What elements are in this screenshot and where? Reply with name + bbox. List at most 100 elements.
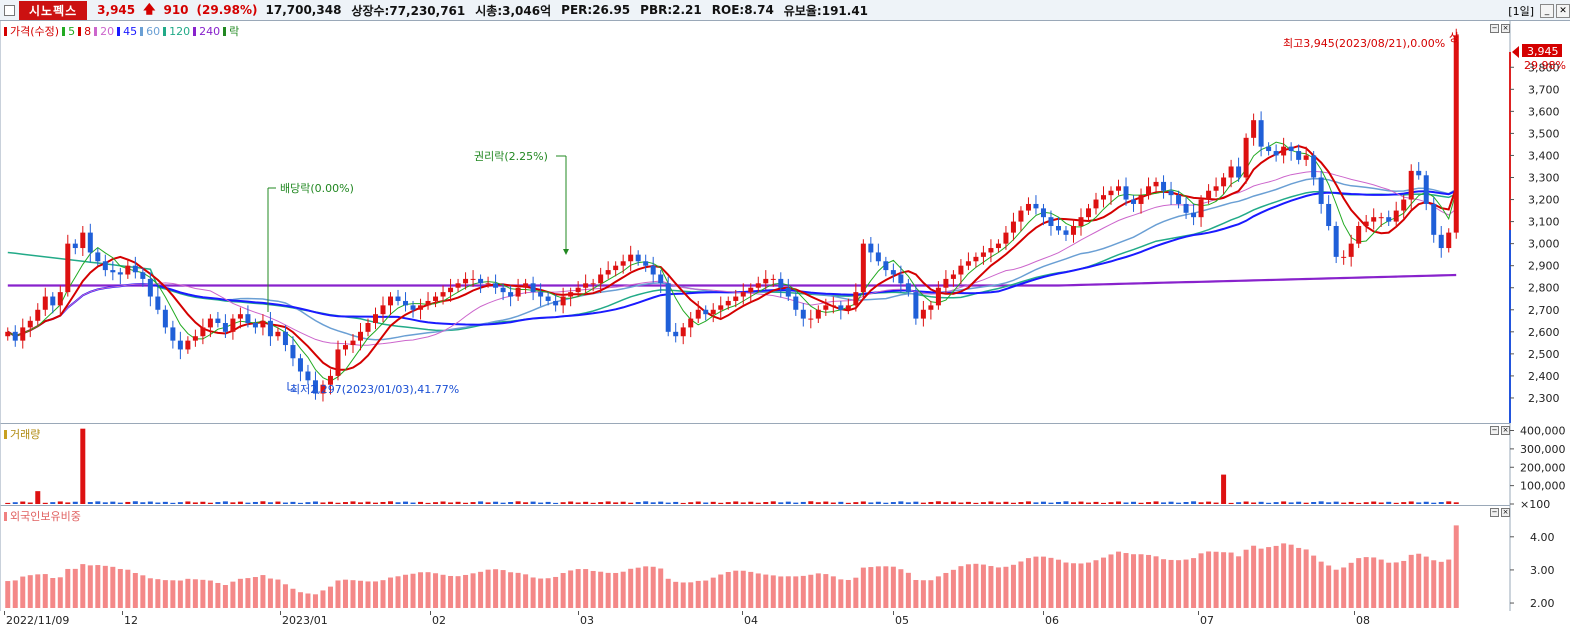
candle-body	[1123, 186, 1129, 200]
foreign-ratio-bar	[1078, 563, 1084, 608]
foreign-ratio-bar	[1018, 561, 1024, 608]
foreign-ratio-bar	[545, 578, 551, 608]
period-selector[interactable]: [1일]	[1508, 5, 1534, 18]
candle-body	[1258, 120, 1264, 147]
foreign-ratio-bar	[1070, 563, 1076, 608]
stock-chart[interactable]: 3,800 3,700 3,600 3,500 3,400 3,300 3,200 3,100…	[0, 0, 1570, 611]
volume-bar	[883, 502, 889, 504]
foreign-ratio-bar	[305, 593, 311, 608]
candle-body	[733, 296, 739, 301]
foreign-ratio-bar	[1386, 562, 1392, 608]
volume-bar	[1318, 501, 1324, 504]
stock-name-badge[interactable]: 시노펙스	[19, 0, 88, 20]
volume-panel[interactable]	[0, 423, 1510, 505]
foreign-ratio-bar	[913, 579, 919, 608]
candle-body	[1266, 146, 1272, 152]
foreign-ratio-bar	[1356, 558, 1362, 608]
candle-body	[1281, 146, 1287, 156]
panel-close-icon[interactable]: ×	[1501, 426, 1510, 435]
volume-bar	[455, 501, 461, 504]
volume-bar	[425, 502, 431, 504]
volume-bar	[65, 502, 71, 504]
volume-tick-label: ×100	[1520, 498, 1550, 511]
volume-bar	[245, 502, 251, 504]
volume-bar	[102, 502, 108, 504]
foreign-tick-label: 2.00	[1530, 597, 1555, 610]
candle-body	[388, 296, 394, 306]
legend-item-1[interactable]: 5	[68, 24, 76, 38]
volume-bar	[110, 501, 116, 504]
chart-select-checkbox[interactable]	[4, 4, 15, 16]
candle-body	[890, 270, 896, 275]
foreign-ratio-bar	[185, 578, 191, 608]
foreign-ratio-bar	[1296, 547, 1302, 608]
legend-item-4[interactable]: 45	[123, 24, 138, 38]
foreign-ratio-bar	[568, 570, 574, 608]
panel-minimize-icon[interactable]: −	[1490, 508, 1499, 517]
foreign-ratio-bar	[628, 568, 634, 608]
candle-body	[1048, 217, 1054, 226]
foreign-ownership-panel[interactable]	[0, 505, 1510, 611]
price-tick-label: 2,500	[1528, 348, 1560, 361]
foreign-ratio-bar	[1281, 543, 1287, 608]
candle-body	[320, 384, 326, 394]
volume-bar	[50, 502, 56, 504]
panel-close-icon[interactable]: ×	[1501, 508, 1510, 517]
candle-body	[980, 252, 986, 257]
retention-ratio: 유보율:191.41	[783, 3, 869, 18]
price-panel[interactable]	[0, 21, 1510, 423]
volume-bar	[1183, 501, 1189, 504]
volume-bar	[1213, 502, 1219, 504]
candle-body	[538, 292, 544, 297]
foreign-ratio-bar	[170, 580, 176, 608]
volume-bar	[1273, 502, 1279, 504]
volume-bar	[380, 501, 386, 504]
legend-item-7[interactable]: 240	[199, 24, 221, 38]
foreign-ratio-bar	[27, 575, 33, 608]
foreign-legend: 외국인보유비중	[4, 508, 81, 524]
foreign-ratio-bar	[1003, 566, 1009, 608]
x-tick	[893, 611, 894, 615]
minimize-icon[interactable]: _	[1540, 4, 1554, 18]
legend-item-0[interactable]: 가격(수정)	[10, 25, 60, 38]
volume-bar	[620, 501, 626, 504]
candle-body	[950, 274, 956, 279]
legend-item-2[interactable]: 8	[84, 24, 92, 38]
legend-item-8[interactable]: 락	[229, 25, 240, 38]
x-tick-label: 07	[1200, 614, 1214, 627]
volume-bar	[538, 502, 544, 504]
volume-bar	[1070, 502, 1076, 504]
foreign-ratio-bar	[560, 573, 566, 608]
foreign-ratio-bar	[613, 572, 619, 608]
candle-body	[403, 300, 409, 306]
foreign-ratio-bar	[403, 574, 409, 608]
candle-body	[800, 309, 806, 319]
candle-body	[1348, 243, 1354, 257]
roe-value: ROE:8.74	[711, 3, 774, 17]
candle-body	[200, 327, 206, 337]
candle-body	[207, 318, 213, 328]
candle-body	[1093, 199, 1099, 209]
foreign-ratio-bar	[95, 565, 101, 608]
foreign-ratio-bar	[875, 566, 881, 608]
candle-body	[515, 287, 521, 297]
candle-body	[1288, 146, 1294, 152]
foreign-ratio-bar	[162, 580, 168, 608]
foreign-ratio-bar	[868, 567, 874, 608]
price-tick-label: 3,100	[1528, 216, 1560, 229]
candle-body	[755, 283, 761, 288]
legend-item-6[interactable]: 120	[169, 24, 191, 38]
volume-bar	[688, 502, 694, 504]
volume-bar	[493, 501, 499, 504]
volume-bar	[357, 502, 363, 504]
panel-close-icon[interactable]: ×	[1501, 24, 1510, 33]
legend-item-5[interactable]: 60	[146, 24, 161, 38]
foreign-ratio-bar	[1116, 551, 1122, 608]
panel-minimize-icon[interactable]: −	[1490, 24, 1499, 33]
legend-item-3[interactable]: 20	[100, 24, 115, 38]
foreign-ratio-bar	[583, 569, 589, 608]
panel-minimize-icon[interactable]: −	[1490, 426, 1499, 435]
volume-bar	[478, 501, 484, 504]
candle-body	[35, 309, 41, 321]
candle-body	[808, 318, 814, 320]
